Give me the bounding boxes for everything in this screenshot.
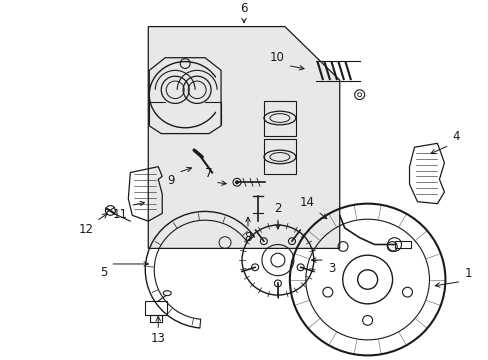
Text: 12: 12 <box>78 223 93 236</box>
Text: 8: 8 <box>244 231 251 244</box>
Text: 6: 6 <box>240 2 247 15</box>
Bar <box>394 240 410 248</box>
Circle shape <box>235 180 239 184</box>
Text: 11: 11 <box>112 207 127 221</box>
Polygon shape <box>148 27 339 248</box>
Bar <box>145 301 167 315</box>
Text: 2: 2 <box>274 202 281 215</box>
Text: 3: 3 <box>327 262 334 275</box>
Text: 13: 13 <box>150 332 165 345</box>
Text: 9: 9 <box>167 175 175 188</box>
Text: 1: 1 <box>464 266 471 279</box>
Text: 4: 4 <box>451 130 459 143</box>
Text: 10: 10 <box>269 50 285 64</box>
Bar <box>264 100 295 136</box>
Text: 14: 14 <box>299 197 314 210</box>
Text: 5: 5 <box>100 266 107 279</box>
Text: 7: 7 <box>204 167 212 180</box>
Bar <box>150 315 162 322</box>
Bar <box>264 139 295 175</box>
